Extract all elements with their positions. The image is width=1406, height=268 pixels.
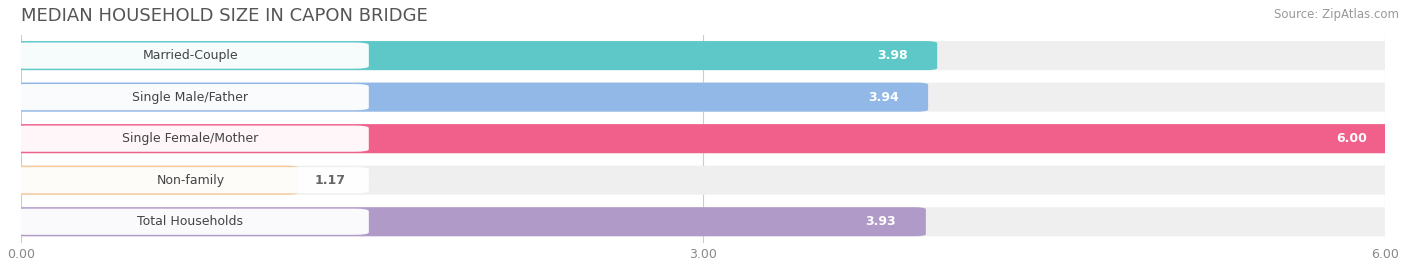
Text: 6.00: 6.00: [1336, 132, 1367, 145]
FancyBboxPatch shape: [11, 209, 368, 235]
Text: Single Female/Mother: Single Female/Mother: [122, 132, 259, 145]
FancyBboxPatch shape: [11, 43, 368, 69]
Text: 1.17: 1.17: [315, 174, 346, 187]
FancyBboxPatch shape: [10, 124, 1396, 153]
FancyBboxPatch shape: [10, 166, 1396, 195]
Text: Non-family: Non-family: [156, 174, 225, 187]
FancyBboxPatch shape: [10, 83, 928, 112]
Text: 3.98: 3.98: [877, 49, 908, 62]
Text: Single Male/Father: Single Male/Father: [132, 91, 249, 104]
Text: Married-Couple: Married-Couple: [142, 49, 238, 62]
FancyBboxPatch shape: [10, 207, 925, 236]
FancyBboxPatch shape: [10, 41, 1396, 70]
Text: 3.93: 3.93: [866, 215, 896, 228]
FancyBboxPatch shape: [10, 166, 298, 195]
FancyBboxPatch shape: [11, 167, 368, 193]
Text: MEDIAN HOUSEHOLD SIZE IN CAPON BRIDGE: MEDIAN HOUSEHOLD SIZE IN CAPON BRIDGE: [21, 7, 427, 25]
FancyBboxPatch shape: [11, 126, 368, 152]
FancyBboxPatch shape: [10, 83, 1396, 112]
FancyBboxPatch shape: [10, 41, 938, 70]
Text: Total Households: Total Households: [138, 215, 243, 228]
FancyBboxPatch shape: [10, 124, 1396, 153]
FancyBboxPatch shape: [10, 207, 1396, 236]
Text: Source: ZipAtlas.com: Source: ZipAtlas.com: [1274, 8, 1399, 21]
FancyBboxPatch shape: [11, 84, 368, 110]
Text: 3.94: 3.94: [868, 91, 898, 104]
